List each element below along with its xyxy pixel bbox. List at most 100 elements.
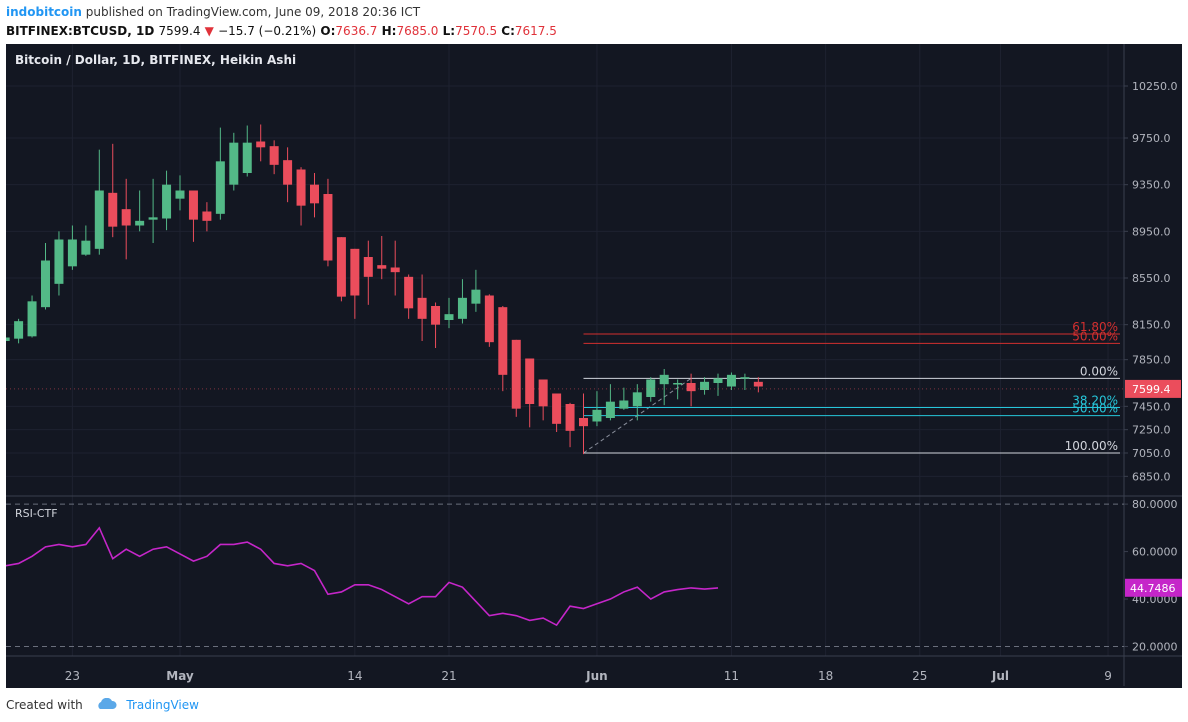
price-axis-label: 9350.0 (1132, 179, 1171, 192)
candle-up (94, 190, 104, 249)
candle-up (41, 260, 50, 308)
candle-up (471, 289, 481, 304)
candle-down (417, 297, 427, 319)
price-axis-label: 8150.0 (1132, 319, 1171, 332)
candle-down (579, 418, 588, 427)
candle-down (377, 265, 387, 269)
candle-down (538, 379, 548, 407)
time-axis-label: 9 (1104, 669, 1112, 683)
published-info: published on TradingView.com, June 09, 2… (85, 5, 421, 19)
rsi-value-tag (1125, 578, 1182, 597)
candle-down (686, 383, 696, 392)
candle-up (27, 301, 37, 337)
rsi-axis-label: 20.0000 (1132, 641, 1178, 654)
high-value: 7685.0 (396, 24, 439, 38)
candle-up (135, 220, 145, 226)
open-value: 7636.7 (335, 24, 378, 38)
time-axis-label: 23 (65, 669, 80, 683)
candle-up (215, 161, 225, 214)
ohlc-legend: BITFINEX:BTCUSD, 1D 7599.4 ▼ −15.7 (−0.2… (6, 22, 1182, 41)
price-axis-label: 7850.0 (1132, 354, 1171, 367)
candle-up (81, 240, 91, 255)
rsi-line (0, 526, 719, 627)
price-axis-label: 8950.0 (1132, 225, 1171, 238)
last-price: 7599.4 (158, 24, 201, 38)
last-price-tag (1125, 379, 1181, 398)
time-axis-label: 11 (724, 669, 739, 683)
candle-up (67, 239, 77, 267)
tradingview-link[interactable]: TradingView (126, 698, 199, 712)
candle-up (54, 239, 64, 284)
close-value: 7617.5 (514, 24, 557, 38)
candle-up (162, 184, 172, 219)
candle-up (175, 190, 185, 199)
rsi-title: RSI-CTF (15, 507, 58, 520)
time-axis-label: 21 (441, 669, 456, 683)
fib-level-label: 100.00% (1065, 439, 1118, 453)
price-axis-label: 7050.0 (1132, 447, 1171, 460)
candle-down (121, 209, 131, 226)
candle-down (350, 248, 360, 296)
low-label: L: (442, 24, 456, 38)
high-label: H: (381, 24, 397, 38)
chart-svg[interactable]: 10250.0 9750.0 9350.0 8950.0 8550.0 8150.0 785… (0, 44, 1182, 688)
time-axis-label: May (166, 669, 194, 683)
candle-up (592, 409, 602, 422)
candle-down (108, 192, 118, 227)
candle-down (363, 257, 373, 277)
fib-level-label: 50.00% (1072, 402, 1118, 416)
candle-up (242, 142, 252, 173)
candle-down (565, 404, 575, 431)
candle-down (525, 358, 535, 404)
candle-down (188, 190, 198, 220)
candle-down (511, 339, 521, 409)
open-label: O: (320, 24, 336, 38)
candle-up (0, 337, 10, 341)
price-axis-label: 9750.0 (1132, 132, 1171, 145)
candle-up (713, 378, 723, 383)
price-axis-label: 8550.0 (1132, 272, 1171, 285)
candle-up (457, 297, 467, 319)
last-price-tag-text: 7599.4 (1132, 383, 1171, 396)
candle-down (296, 169, 306, 206)
price-axis-label: 10250.0 (1132, 80, 1178, 93)
symbol-label: BITFINEX:BTCUSD, 1D (6, 24, 155, 38)
candle-up (700, 381, 710, 390)
candle-down (498, 307, 508, 375)
chart-background (6, 44, 1182, 688)
candle-down (753, 381, 763, 387)
candle-down (256, 141, 266, 148)
candle-down (484, 295, 494, 343)
candle-down (269, 146, 279, 165)
rsi-axis-label: 60.0000 (1132, 546, 1178, 559)
candle-up (444, 314, 454, 320)
created-with-label: Created with (6, 698, 83, 712)
fib-level-label: 38.20% (1072, 394, 1118, 408)
candle-up (673, 383, 683, 385)
candle-down (310, 184, 319, 204)
tradingview-cloud-icon (95, 697, 117, 715)
time-axis-label: Jun (585, 669, 608, 683)
candle-down (552, 393, 562, 424)
candle-up (726, 374, 736, 387)
candle-up (619, 400, 629, 409)
candle-up (740, 377, 750, 379)
price-axis-label: 6850.0 (1132, 470, 1171, 483)
rsi-value-tag-text: 44.7486 (1130, 582, 1176, 595)
time-axis-label: 25 (912, 669, 927, 683)
candle-down (323, 194, 333, 261)
author-link[interactable]: indobitcoin (6, 5, 82, 19)
time-axis-label: Jul (991, 669, 1009, 683)
footer: Created with TradingView (6, 696, 199, 716)
candle-up (148, 217, 158, 220)
time-axis-label: 18 (818, 669, 833, 683)
candle-up (659, 374, 669, 385)
fib-level-label: 61.80% (1072, 320, 1118, 334)
price-axis-label: 7450.0 (1132, 400, 1171, 413)
chart-canvas[interactable]: 10250.0 9750.0 9350.0 8950.0 8550.0 8150.0 785… (0, 44, 1182, 688)
candle-up (632, 392, 642, 407)
candle-up (605, 401, 615, 418)
chart-header: indobitcoin published on TradingView.com… (6, 3, 1182, 41)
candle-down (336, 237, 346, 297)
chart-title: Bitcoin / Dollar, 1D, BITFINEX, Heikin A… (15, 53, 296, 67)
